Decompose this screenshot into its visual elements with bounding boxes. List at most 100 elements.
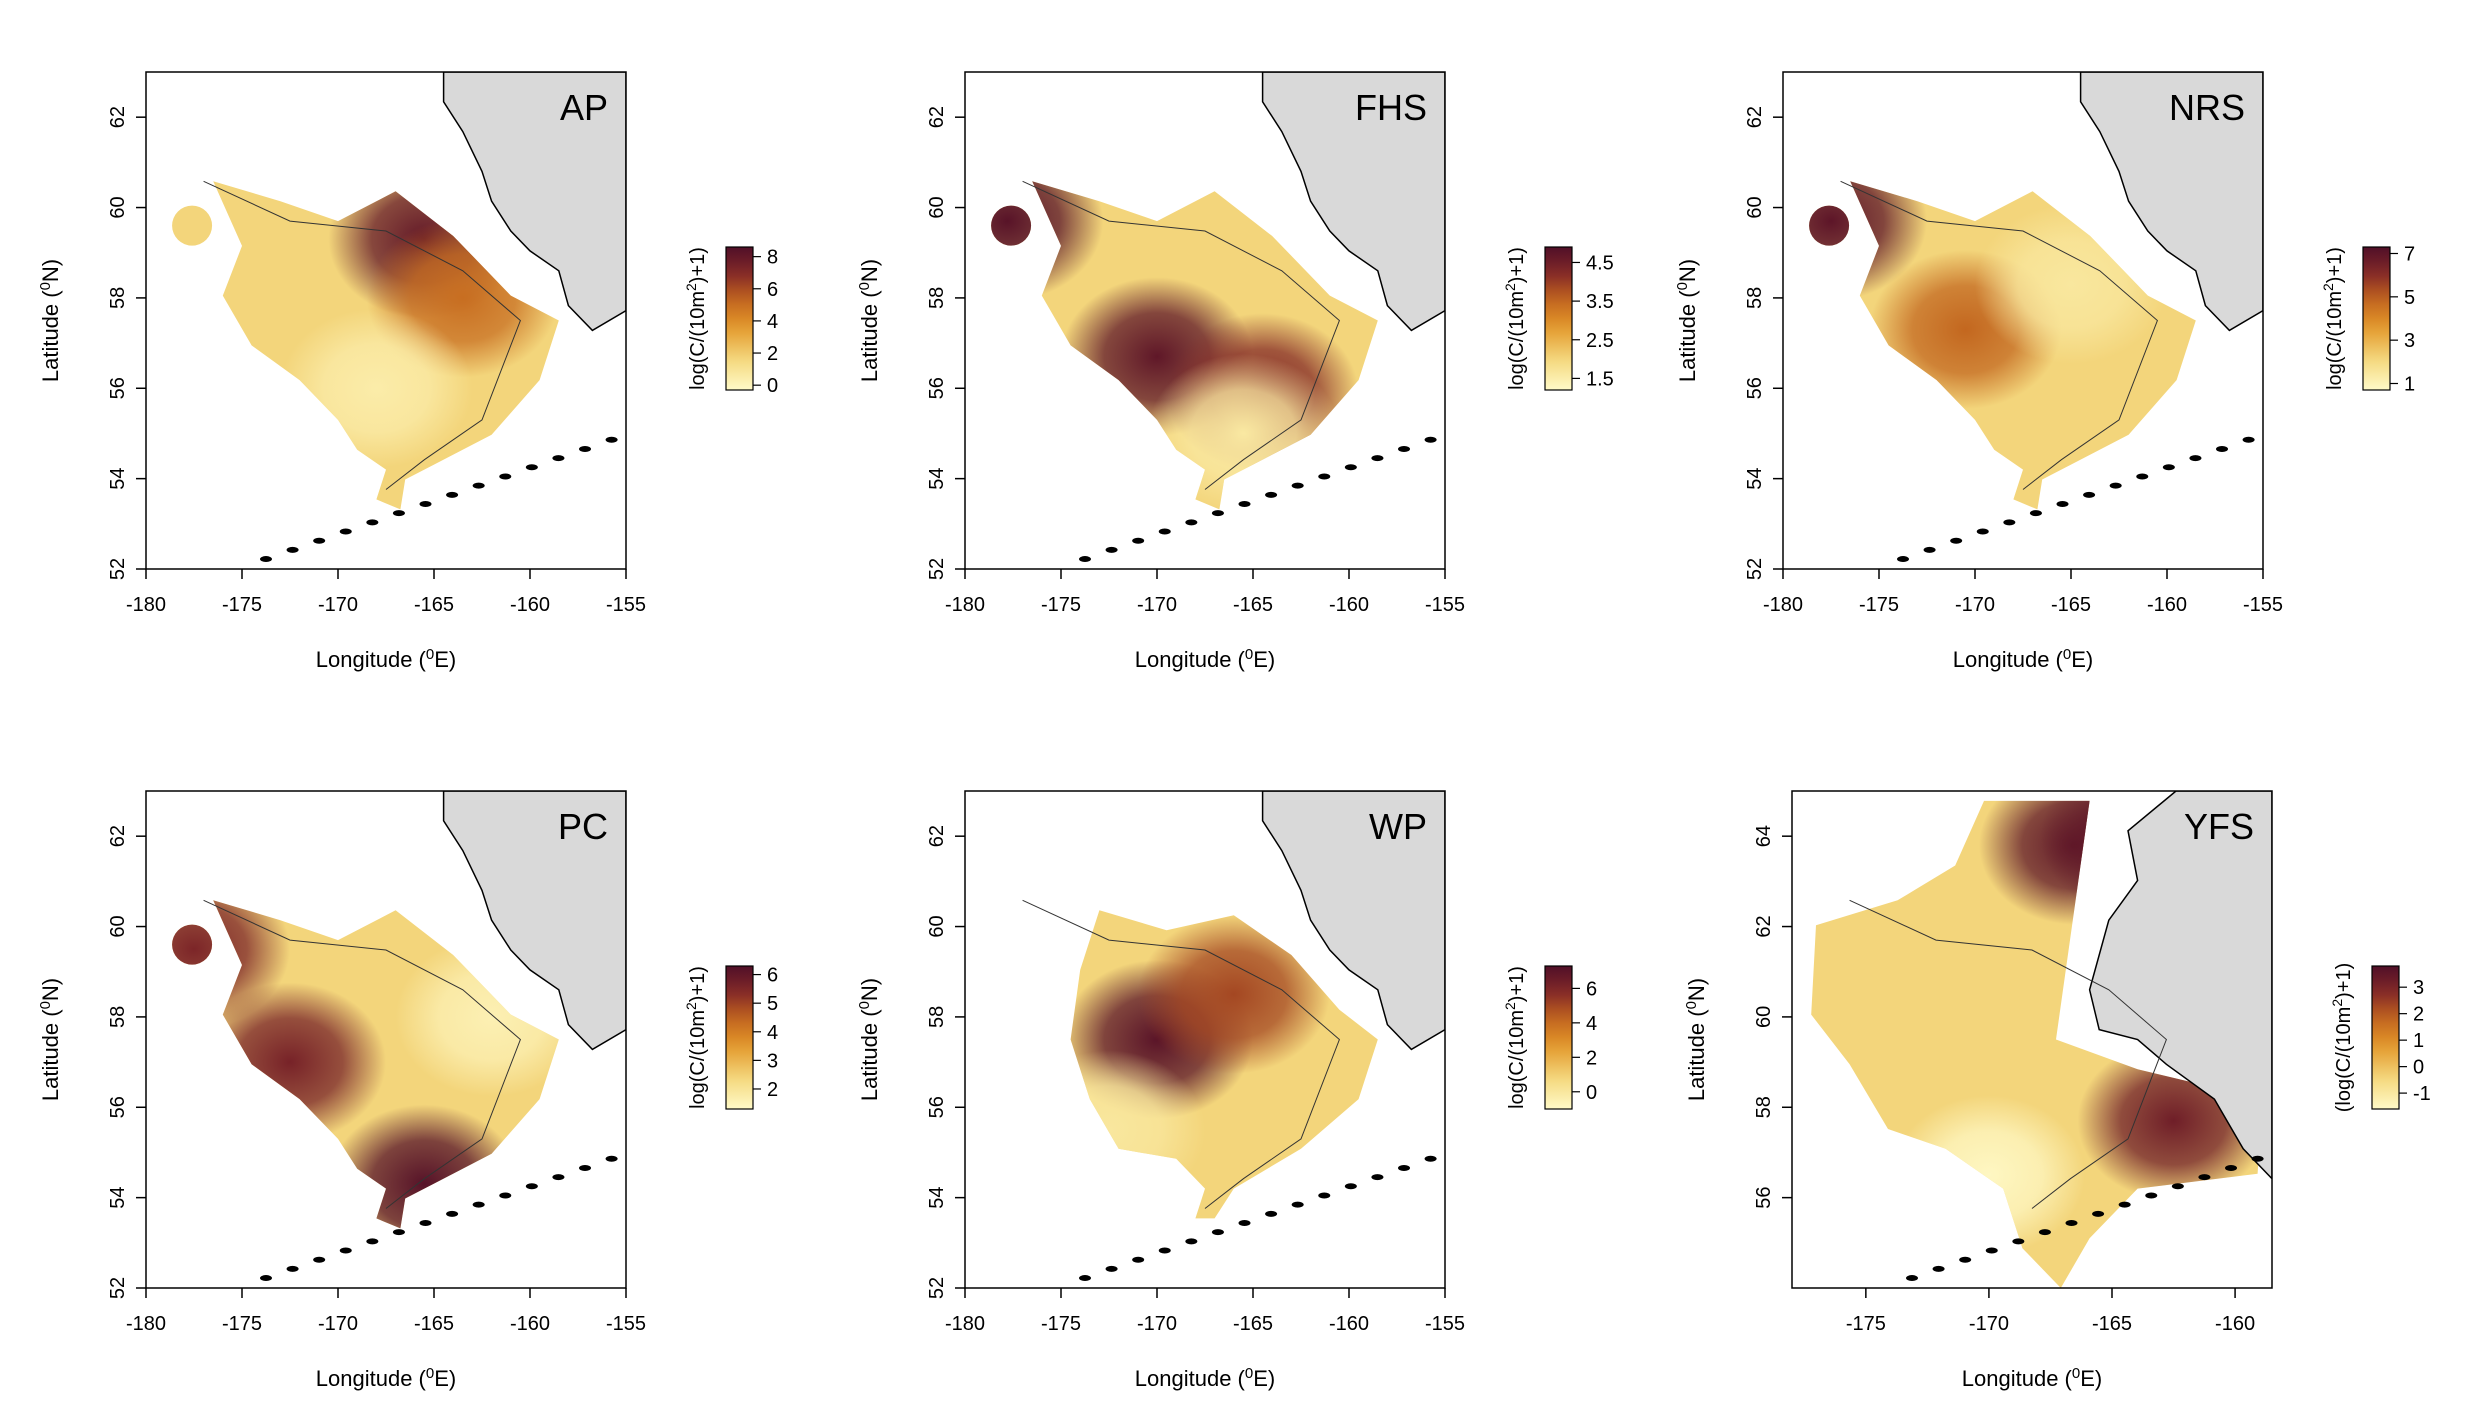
island — [605, 436, 618, 443]
map-frame — [1791, 790, 2273, 1289]
map-panel-yfs: YFS -175 -170 -165 -160 56 58 60 62 64 Longitude (… — [1683, 790, 2431, 1391]
colorbar-title: log(C/(10m2)+1) — [2320, 247, 2346, 390]
colorbar-title-part: (log(C/(10m — [2333, 1007, 2355, 1113]
x-tick-label: -155 — [606, 1313, 646, 1335]
island — [419, 1220, 432, 1227]
island — [1985, 1247, 1998, 1254]
colorbar-title-part: )+1) — [1506, 966, 1528, 1002]
y-axis-label-part: N) — [38, 978, 63, 1001]
x-tick-label: -165 — [2092, 1313, 2132, 1335]
island — [1291, 482, 1304, 489]
density-hotspot — [328, 1104, 521, 1229]
x-axis-label-part: E) — [1253, 647, 1275, 672]
colorbar-title-part: )+1) — [1506, 247, 1528, 283]
x-tick-label: -175 — [1041, 594, 1081, 616]
x-axis-label-part: Longitude ( — [1135, 1366, 1246, 1391]
y-tick-label: 56 — [926, 1096, 948, 1118]
colorbar-tick-label: 1 — [2413, 1030, 2424, 1052]
y-axis-label: Latitude (0N) — [856, 978, 882, 1101]
y-axis-label-part: 0 — [856, 1001, 873, 1009]
density-hotspot — [1147, 353, 1340, 510]
y-tick-label: 54 — [107, 468, 129, 490]
colorbar-tick-label: 6 — [767, 279, 778, 301]
y-tick-label: 58 — [1744, 287, 1766, 309]
x-tick-label: -160 — [2215, 1313, 2255, 1335]
y-axis-label-part: Latitude ( — [1684, 1009, 1709, 1101]
y-axis-label-part: N) — [1675, 259, 1700, 282]
y-tick-label: 52 — [107, 1277, 129, 1299]
colorbar-tick-label: -1 — [2413, 1083, 2431, 1105]
x-axis-label-part: 0 — [2072, 1365, 2080, 1382]
y-axis-label-part: N) — [857, 978, 882, 1001]
x-tick-label: -160 — [1329, 1313, 1369, 1335]
island — [525, 464, 538, 471]
x-axis-label-part: Longitude ( — [316, 1366, 427, 1391]
y-axis-label-part: Latitude ( — [857, 290, 882, 382]
depth-contour — [203, 899, 521, 1209]
x-tick-label: -175 — [222, 594, 262, 616]
colorbar-title-part: 2 — [2320, 283, 2336, 291]
island — [1318, 1192, 1331, 1199]
depth-contour — [1022, 180, 1340, 490]
island — [1211, 1229, 1224, 1236]
island — [260, 1275, 272, 1282]
colorbar: 1 3 5 7 log(C/(10m2)+1) — [2320, 244, 2415, 396]
island — [472, 482, 485, 489]
island — [1371, 1174, 1384, 1181]
colorbar-title-part: log(C/(10m — [1506, 1010, 1528, 1109]
island — [2012, 1238, 2025, 1245]
colorbar-tick-label: 7 — [2404, 244, 2415, 266]
colorbar-tick-label: 4.5 — [1586, 252, 1614, 274]
map-panel-pc: PC-180 -175 -170 -165 -160 -155525456586062Lo… — [37, 790, 778, 1391]
x-tick-label: -175 — [222, 1313, 262, 1335]
colorbar-scale — [1544, 246, 1573, 391]
island — [579, 1164, 592, 1171]
map-frame — [145, 790, 627, 1289]
y-tick-label: 58 — [926, 1006, 948, 1028]
island — [392, 1229, 405, 1236]
land-mass — [1261, 791, 1445, 1051]
depth-contour — [1840, 180, 2158, 490]
x-tick-label: -165 — [414, 594, 454, 616]
x-tick-label: -155 — [1425, 594, 1465, 616]
colorbar-tick-label: 4 — [767, 1022, 778, 1044]
y-tick-label: 54 — [107, 1187, 129, 1209]
island — [2083, 491, 2096, 498]
island — [1398, 445, 1411, 452]
land-mass — [2079, 72, 2263, 332]
y-axis-label-part: 0 — [856, 282, 873, 290]
y-tick-label: 64 — [1753, 825, 1775, 847]
island — [2171, 1183, 2184, 1190]
y-axis-label-part: Latitude ( — [38, 1009, 63, 1101]
y-tick-label: 52 — [107, 558, 129, 580]
panel-label: YFS — [2184, 806, 2254, 847]
y-axis-label-part: Latitude ( — [1675, 290, 1700, 382]
density-hotspot — [991, 181, 1104, 301]
x-axis-label: Longitude (0E) — [1135, 1365, 1275, 1391]
island — [2092, 1210, 2105, 1217]
colorbar-tick-label: 0 — [2413, 1057, 2424, 1079]
island — [446, 491, 459, 498]
density-hotspot — [194, 982, 386, 1142]
x-axis-label-part: Longitude ( — [1135, 647, 1246, 672]
colorbar-title-part: )+1) — [687, 966, 709, 1002]
x-tick-label: -175 — [1859, 594, 1899, 616]
island — [1079, 556, 1091, 563]
y-axis-label-part: 0 — [1674, 282, 1691, 290]
island — [1291, 1201, 1304, 1208]
y-axis-label: Latitude (0N) — [856, 259, 882, 382]
colorbar-tick-label: 3.5 — [1586, 291, 1614, 313]
y-tick-label: 62 — [1753, 915, 1775, 937]
y-tick-label: 62 — [926, 825, 948, 847]
island — [1185, 519, 1198, 526]
colorbar-scale — [2371, 965, 2400, 1110]
y-tick-label: 58 — [107, 1006, 129, 1028]
colorbar-title-part: log(C/(10m — [687, 291, 709, 390]
island — [366, 519, 379, 526]
x-tick-label: -160 — [510, 1313, 550, 1335]
island — [286, 546, 299, 553]
x-tick-label: -170 — [318, 1313, 358, 1335]
colorbar-title-part: )+1) — [687, 247, 709, 283]
island — [1132, 1256, 1145, 1263]
